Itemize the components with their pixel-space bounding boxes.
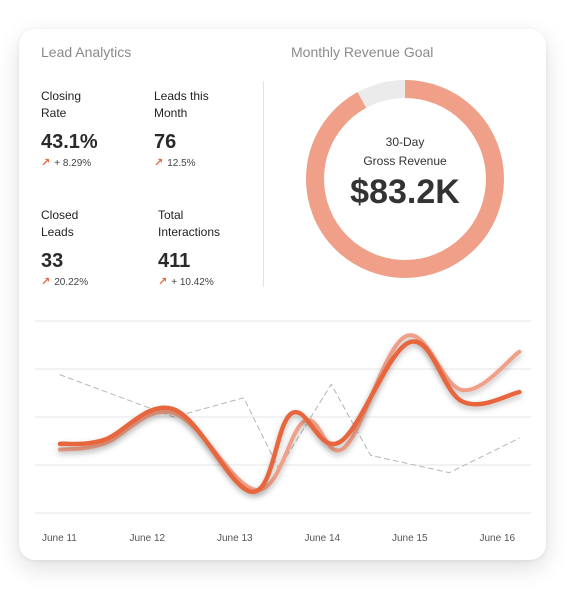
metric-change-value: + 10.42% <box>171 277 214 288</box>
x-tick-label: June 12 <box>129 533 166 544</box>
metric-change-value: + 8.29% <box>54 158 92 169</box>
trend-up-icon: ↗ <box>41 276 51 288</box>
donut-label-line1: 30-Day <box>385 135 425 149</box>
donut-value: $83.2K <box>350 173 460 211</box>
donut-progress <box>306 80 504 278</box>
metric-value: 76 <box>154 131 177 153</box>
trend-up-icon: ↗ <box>154 157 164 169</box>
metric-total-interactions: Total Interactions 411 ↗ + 10.42% <box>158 207 268 290</box>
section-divider <box>263 81 264 287</box>
donut-svg <box>306 80 504 278</box>
metric-label-line2: Month <box>154 106 188 120</box>
metric-label-line1: Closed <box>41 208 79 222</box>
metric-label-line1: Leads this <box>154 89 209 103</box>
metric-label-line2: Rate <box>41 106 67 120</box>
revenue-goal-title: Monthly Revenue Goal <box>291 44 434 60</box>
metric-label: Closed Leads <box>41 207 151 241</box>
metric-change: ↗ + 10.42% <box>158 275 268 290</box>
metric-change-value: 12.5% <box>167 158 196 169</box>
analytics-card: Lead Analytics Monthly Revenue Goal Clos… <box>19 29 546 560</box>
metric-closed-leads: Closed Leads 33 ↗ 20.22% <box>41 207 151 290</box>
x-tick-label: June 11 <box>42 533 77 544</box>
donut-center: 30-Day Gross Revenue $83.2K <box>305 79 505 279</box>
metric-change-value: 20.22% <box>54 277 89 288</box>
metric-label: Total Interactions <box>158 207 268 241</box>
donut-label-line2: Gross Revenue <box>363 154 447 168</box>
series-line-2 <box>59 374 520 474</box>
x-tick-label: June 14 <box>304 533 341 544</box>
metric-label-line1: Total <box>158 208 184 222</box>
revenue-donut: 30-Day Gross Revenue $83.2K <box>305 79 505 279</box>
metric-leads-this-month: Leads this Month 76 ↗ 12.5% <box>154 88 264 171</box>
metric-label-line1: Closing <box>41 89 82 103</box>
lead-analytics-title: Lead Analytics <box>41 44 132 60</box>
x-tick-label: June 16 <box>479 533 516 544</box>
metric-value: 33 <box>41 250 64 272</box>
metric-label: Closing Rate <box>41 88 151 122</box>
metric-closing-rate: Closing Rate 43.1% ↗ + 8.29% <box>41 88 151 171</box>
series-line-0 <box>57 339 522 495</box>
series-line-1 <box>58 333 522 492</box>
x-tick-label: June 15 <box>392 533 428 544</box>
trend-up-icon: ↗ <box>41 157 51 169</box>
metric-label: Leads this Month <box>154 88 264 122</box>
metric-change: ↗ + 8.29% <box>41 156 151 171</box>
chart-series-group <box>57 333 522 495</box>
metric-value: 43.1% <box>41 131 98 153</box>
metric-label-line2: Interactions <box>158 225 221 239</box>
x-tick-label: June 13 <box>217 533 253 544</box>
metric-label-line2: Leads <box>41 225 74 239</box>
metric-value: 411 <box>158 250 191 272</box>
metric-change: ↗ 12.5% <box>154 156 264 171</box>
metric-change: ↗ 20.22% <box>41 275 151 290</box>
chart-grid <box>35 320 531 514</box>
trend-up-icon: ↗ <box>158 276 168 288</box>
